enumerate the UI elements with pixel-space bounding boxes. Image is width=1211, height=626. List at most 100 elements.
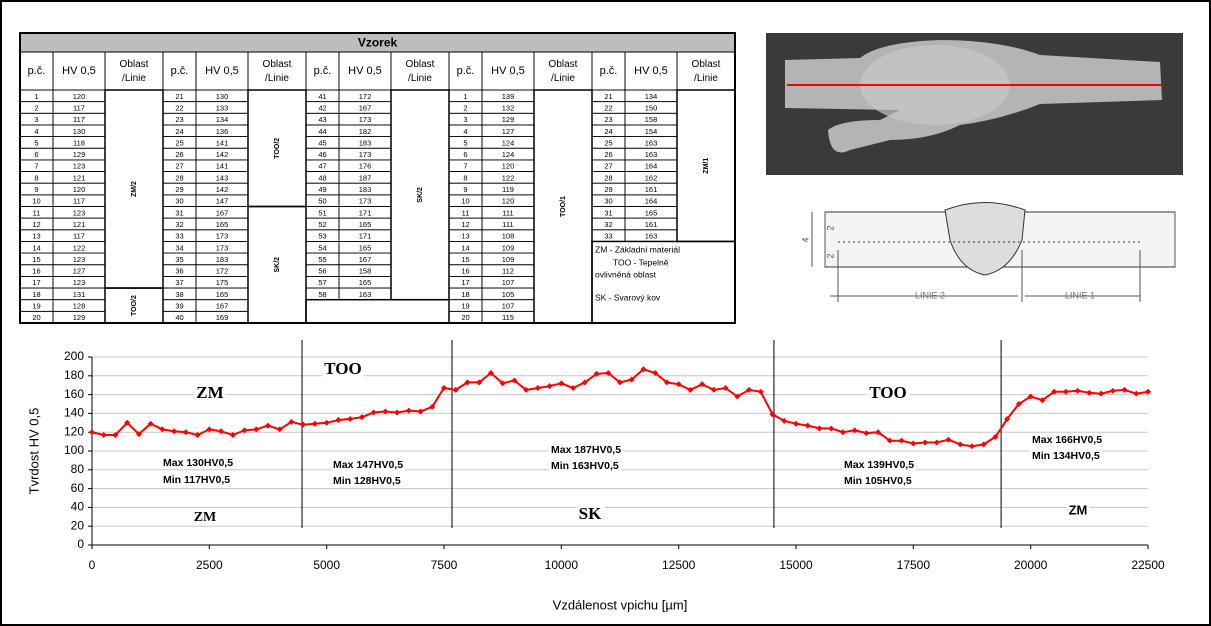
point-number: 43	[318, 115, 326, 124]
hardness-value: 172	[216, 267, 229, 276]
point-number: 5	[34, 138, 38, 147]
hardness-value: 158	[645, 115, 658, 124]
zone-label: TOO/2	[131, 295, 138, 316]
dim-label: 4	[800, 237, 810, 242]
hardness-value: 183	[216, 255, 229, 264]
point-number: 20	[461, 313, 469, 322]
y-tick-label: 0	[77, 537, 84, 551]
macro-photo	[766, 33, 1183, 175]
hardness-value: 173	[216, 232, 229, 241]
hardness-value: 123	[73, 278, 86, 287]
point-number: 11	[33, 208, 41, 217]
point-number: 16	[461, 267, 469, 276]
hardness-value: 167	[359, 255, 372, 264]
hardness-value: 120	[73, 92, 86, 101]
annotation: SK	[579, 504, 602, 523]
page: 4 2 2 LINIE 2 LINIE 1 Vzorekp.č.HV 0,5Ob…	[0, 0, 1211, 626]
hardness-value: 134	[216, 115, 229, 124]
hardness-value: 121	[73, 220, 86, 229]
hardness-value: 120	[73, 185, 86, 194]
point-number: 4	[34, 127, 38, 136]
hardness-value: 167	[359, 103, 372, 112]
hardness-value: 172	[359, 92, 372, 101]
hardness-value: 141	[216, 138, 229, 147]
point-number: 46	[318, 150, 326, 159]
point-number: 10	[461, 197, 469, 206]
hardness-value: 141	[216, 162, 229, 171]
hardness-value: 124	[502, 150, 515, 159]
y-tick-label: 40	[71, 500, 85, 514]
hardness-value: 109	[502, 255, 515, 264]
y-tick-label: 200	[64, 349, 84, 363]
point-number: 34	[175, 243, 183, 252]
hardness-value: 173	[359, 115, 372, 124]
point-number: 12	[461, 220, 469, 229]
annotation: Max 187HV0,5	[551, 444, 621, 456]
column-header: HV 0,5	[348, 65, 382, 77]
hardness-value: 117	[73, 232, 85, 241]
table-title: Vzorek	[358, 36, 398, 50]
point-number: 39	[175, 302, 183, 311]
annotation: Min 117HV0,5	[163, 474, 230, 486]
annotation: Min 105HV0,5	[844, 475, 912, 487]
point-number: 57	[318, 278, 326, 287]
hardness-value: 163	[359, 290, 372, 299]
point-number: 27	[604, 162, 612, 171]
point-number: 22	[175, 103, 183, 112]
annotation: TOO	[869, 383, 906, 402]
hardness-value: 142	[216, 150, 229, 159]
point-number: 18	[461, 290, 469, 299]
point-number: 13	[32, 232, 40, 241]
hardness-value: 164	[645, 197, 658, 206]
point-number: 12	[32, 220, 40, 229]
hardness-value: 171	[359, 232, 372, 241]
hardness-value: 128	[73, 302, 86, 311]
point-number: 33	[175, 232, 183, 241]
hardness-value: 120	[502, 197, 515, 206]
annotation: Min 163HV0,5	[551, 460, 619, 472]
y-tick-label: 140	[64, 406, 84, 420]
hardness-value: 122	[502, 173, 515, 182]
point-number: 48	[318, 173, 326, 182]
zone-label: TOO/1	[560, 196, 567, 217]
hardness-value: 105	[502, 290, 515, 299]
hardness-value: 132	[502, 103, 515, 112]
point-number: 18	[32, 290, 40, 299]
point-number: 8	[34, 173, 38, 182]
point-number: 40	[175, 313, 183, 322]
point-number: 23	[175, 115, 183, 124]
point-number: 26	[175, 150, 183, 159]
x-tick-label: 22500	[1131, 558, 1165, 572]
zone-label: TOO/2	[274, 138, 281, 159]
point-number: 36	[175, 267, 183, 276]
column-header: p.č.	[600, 65, 618, 77]
column-header: HV 0,5	[491, 65, 525, 77]
hardness-value: 163	[645, 232, 658, 241]
dim-label: 2	[825, 253, 835, 258]
point-number: 14	[32, 243, 40, 252]
hardness-value: 183	[359, 185, 372, 194]
point-number: 38	[175, 290, 183, 299]
point-number: 28	[175, 173, 183, 182]
point-number: 1	[463, 92, 467, 101]
point-number: 15	[461, 255, 469, 264]
hardness-value: 161	[645, 185, 658, 194]
point-number: 37	[175, 278, 183, 287]
x-tick-label: 7500	[431, 558, 458, 572]
hardness-value: 165	[216, 220, 229, 229]
x-tick-label: 20000	[1014, 558, 1048, 572]
hardness-value: 111	[502, 220, 513, 229]
y-axis-title: Tvrdost HV 0,5	[26, 408, 41, 495]
dim-label: 2	[825, 225, 835, 230]
column-header: HV 0,5	[634, 65, 668, 77]
hardness-value: 175	[216, 278, 229, 287]
point-number: 10	[32, 197, 40, 206]
point-number: 32	[175, 220, 183, 229]
hardness-value: 107	[502, 302, 515, 311]
hardness-value: 176	[359, 162, 372, 171]
hardness-value: 183	[359, 138, 372, 147]
annotation: TOO	[324, 359, 361, 378]
y-tick-label: 20	[71, 518, 85, 532]
point-number: 28	[604, 173, 612, 182]
hardness-value: 129	[73, 150, 86, 159]
